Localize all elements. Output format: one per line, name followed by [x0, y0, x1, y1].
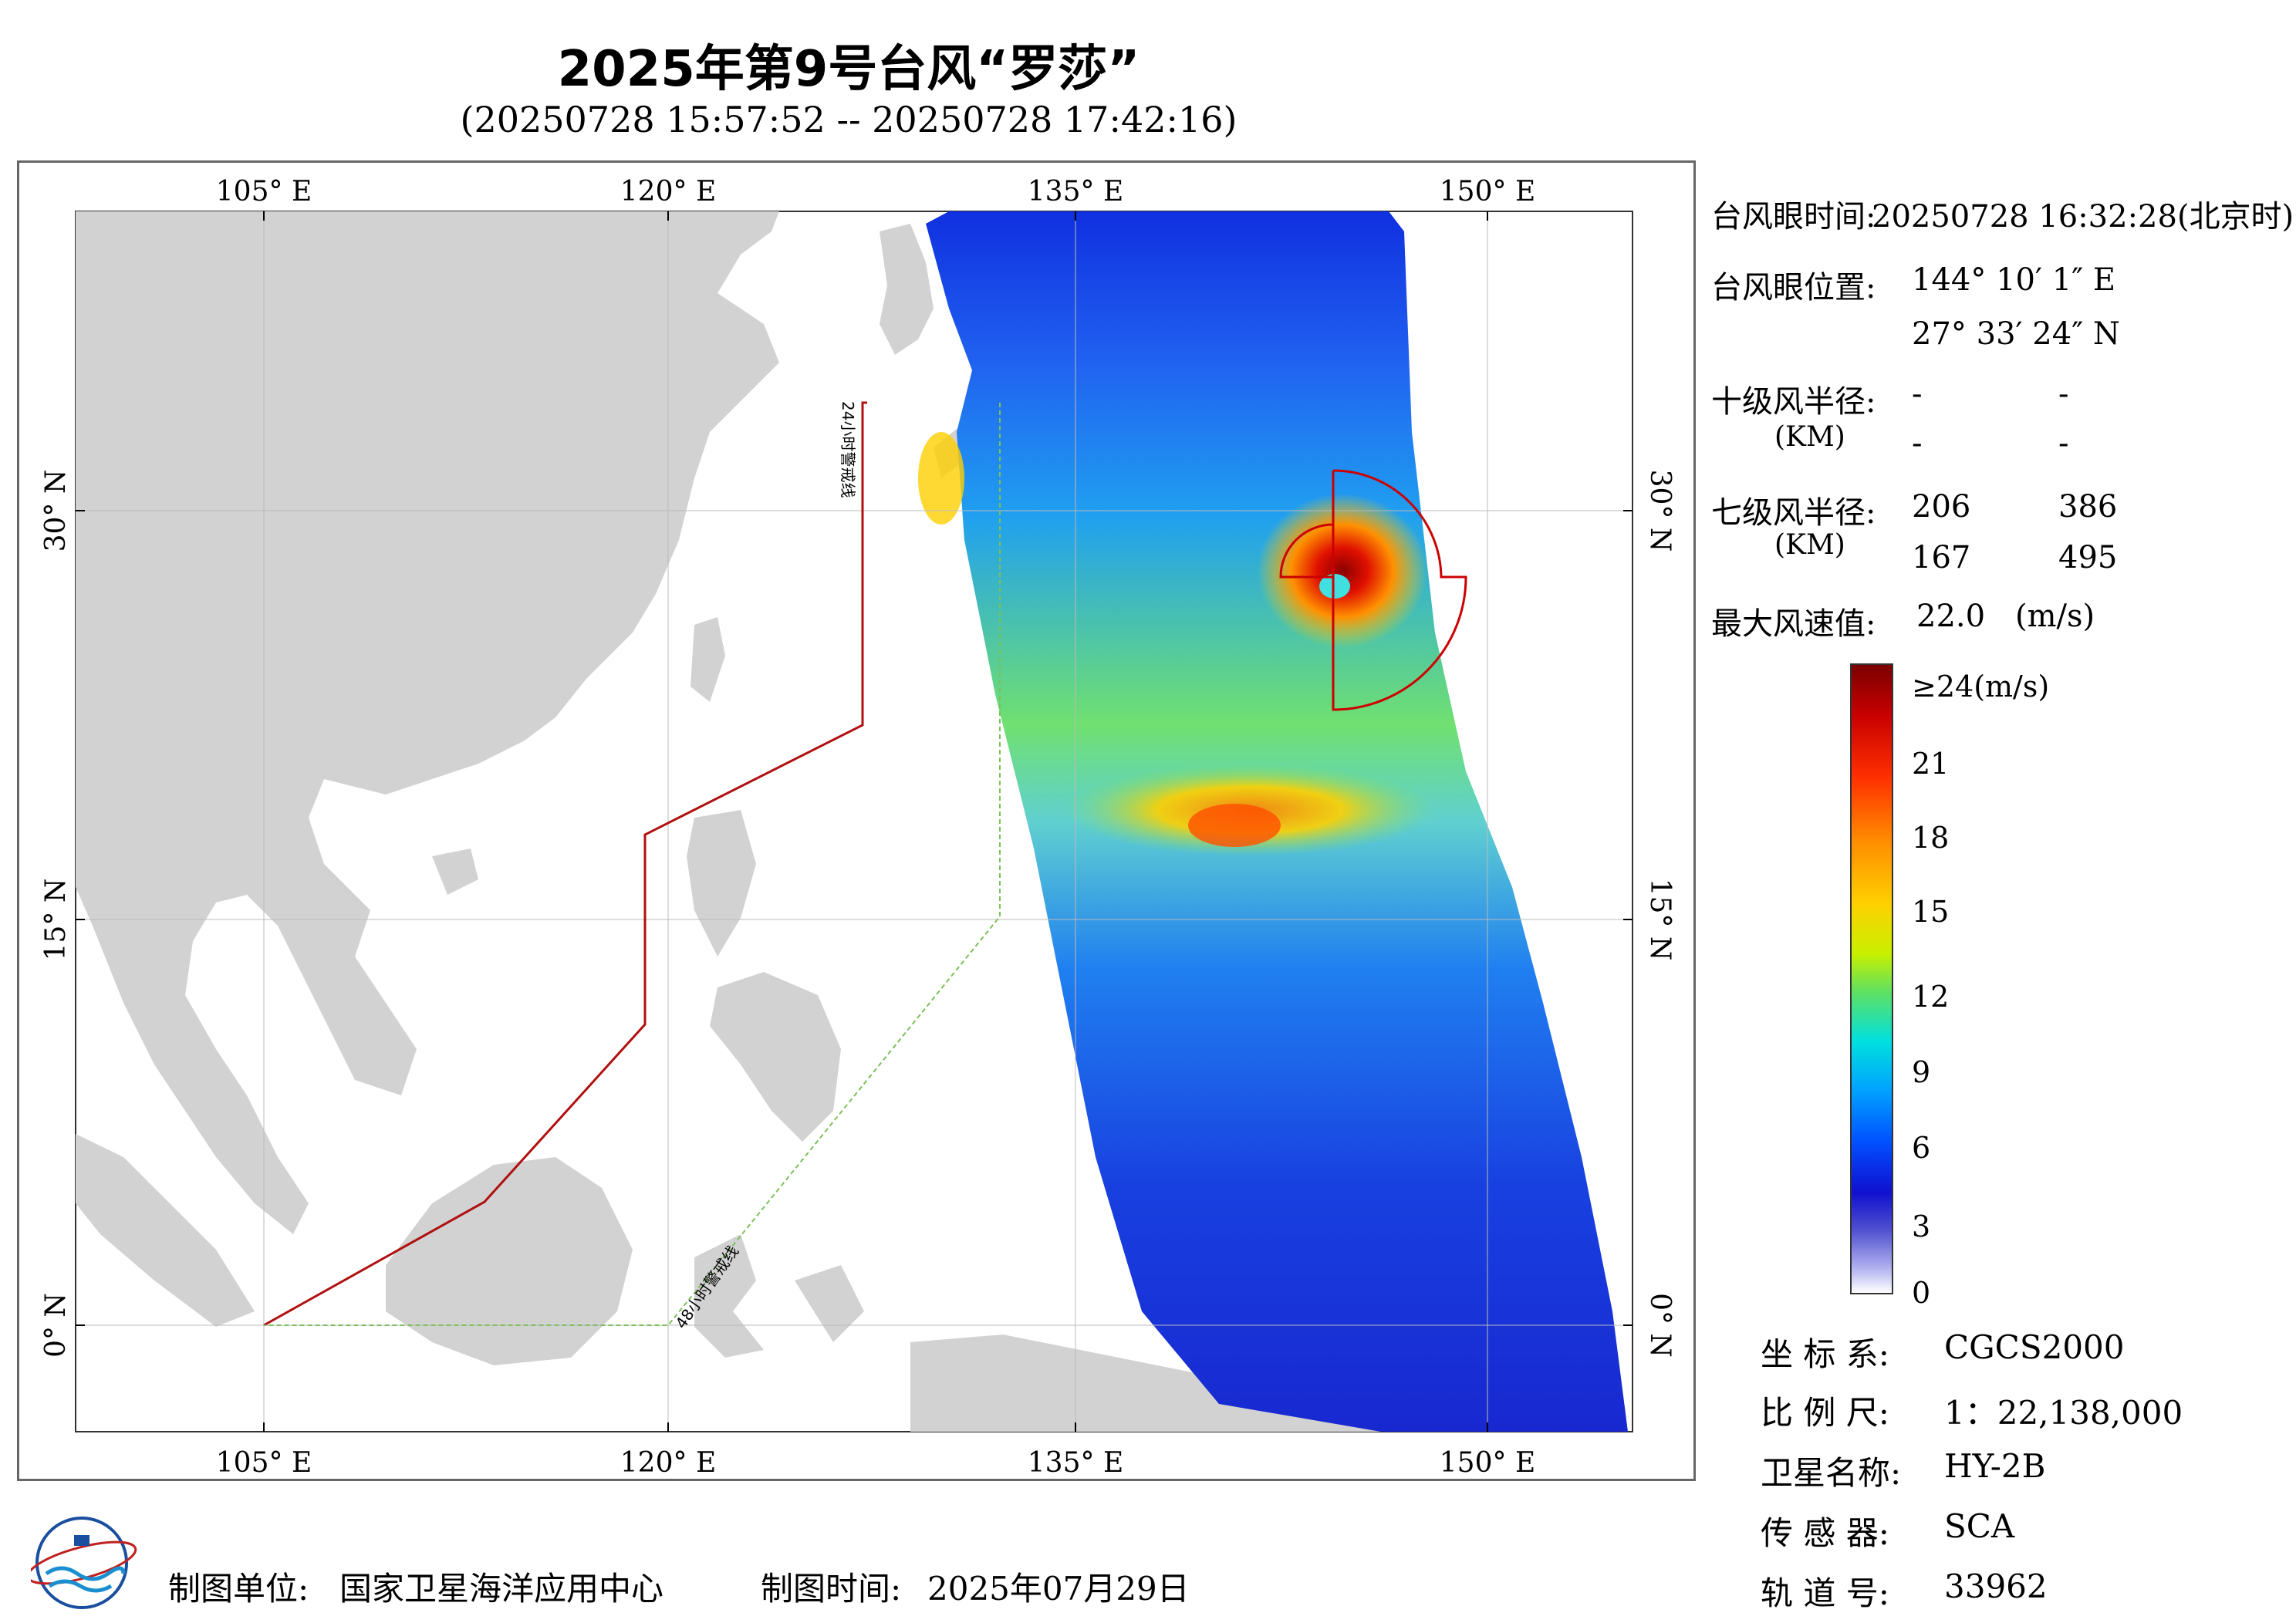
satellite-label: 卫星名称: [1761, 1454, 1902, 1492]
lon-label-bottom-135: 135° E [1028, 1447, 1123, 1479]
lat-label-left-15: 15° N [40, 879, 72, 961]
map-frame [17, 160, 1696, 1481]
r10-value-ne: - [1912, 376, 1923, 412]
lon-label-top-105: 105° E [216, 176, 312, 208]
colorbar-label-3: 3 [1912, 1210, 1931, 1243]
lat-label-left-0: 0° N [40, 1293, 72, 1358]
warning-line-24h-label: 24小时警戒线 [839, 401, 857, 498]
r7-value-sw: 167 [1912, 540, 1971, 575]
date-label: 制图时间: [761, 1570, 902, 1608]
map-canvas: 105° E 120° E 135° E 150° E 105° E 120° … [40, 176, 1676, 1479]
lon-label-top-150: 150° E [1440, 176, 1535, 208]
r7-unit: (KM) [1774, 529, 1845, 561]
map-title: 2025年第9号台风“罗莎” [557, 41, 1140, 98]
lon-label-bottom-150: 150° E [1440, 1447, 1535, 1479]
lon-label-bottom-105: 105° E [216, 1447, 312, 1479]
eye-time-value: 20250728 16:32:28(北京时) [1872, 199, 2294, 235]
colorbar-label-24: ≥24(m/s) [1912, 670, 2050, 704]
max-wind-value: 22.0 [1916, 599, 1986, 634]
crs-label: 坐 标 系: [1761, 1335, 1889, 1373]
colorbar-label-9: 9 [1912, 1055, 1931, 1089]
map-subtitle: (20250728 15:57:52 -- 20250728 17:42:16) [460, 99, 1237, 140]
lat-label-right-30: 30° N [1644, 470, 1676, 552]
tick-marks [76, 211, 1633, 1432]
graticule [76, 211, 1633, 1432]
producer-label: 制图单位: [168, 1570, 309, 1608]
scale-label: 比 例 尺: [1761, 1394, 1889, 1432]
r10-value-se: - [2058, 376, 2069, 412]
max-wind-unit: (m/s) [2015, 599, 2095, 634]
orbit-label: 轨 道 号: [1761, 1574, 1889, 1612]
r7-label: 七级风半径: [1711, 495, 1876, 531]
r7-value-se: 386 [2058, 489, 2118, 525]
warning-line-48h [264, 403, 1001, 1326]
satellite-value: HY-2B [1944, 1447, 2046, 1485]
colorbar-label-18: 18 [1912, 821, 1950, 855]
r7-value-ne: 206 [1912, 489, 1971, 525]
colorbar-label-12: 12 [1912, 980, 1950, 1014]
colorbar-label-6: 6 [1912, 1131, 1931, 1165]
nsoas-logo [31, 1517, 137, 1609]
r7-value-nw: 495 [2058, 540, 2118, 575]
crs-value: CGCS2000 [1944, 1328, 2125, 1366]
producer-value: 国家卫星海洋应用中心 [339, 1570, 664, 1608]
lon-label-top-135: 135° E [1028, 176, 1123, 208]
lat-label-left-30: 30° N [40, 470, 72, 552]
colorbar-label-15: 15 [1912, 895, 1950, 929]
max-wind-label: 最大风速值: [1711, 606, 1876, 642]
lat-label-right-0: 0° N [1644, 1293, 1676, 1358]
colorbar [1850, 663, 1893, 1294]
r10-value-nw: - [2058, 426, 2069, 461]
colorbar-label-0: 0 [1912, 1276, 1931, 1310]
orbit-value: 33962 [1944, 1567, 2048, 1605]
typhoon-radius [1279, 469, 1467, 711]
r10-value-sw: - [1912, 426, 1923, 461]
r10-unit: (KM) [1774, 421, 1845, 453]
lon-label-bottom-120: 120° E [620, 1447, 716, 1479]
r10-label: 十级风半径: [1711, 384, 1876, 420]
eye-position-label: 台风眼位置: [1711, 270, 1876, 305]
date-value: 2025年07月29日 [927, 1570, 1190, 1608]
eye-latitude: 27° 33′ 24″ N [1912, 316, 2120, 352]
lat-label-right-15: 15° N [1644, 879, 1676, 961]
colorbar-label-21: 21 [1912, 747, 1950, 781]
sensor-label: 传 感 器: [1761, 1514, 1889, 1552]
eye-time-label: 台风眼时间: [1711, 199, 1876, 235]
scale-value: 1：22,138,000 [1944, 1394, 2183, 1432]
warning-line-24h [263, 401, 867, 1327]
wind-swath [918, 211, 1628, 1432]
lon-label-top-120: 120° E [620, 176, 716, 208]
eye-longitude: 144° 10′ 1″ E [1912, 262, 2116, 298]
sensor-value: SCA [1944, 1507, 2015, 1545]
